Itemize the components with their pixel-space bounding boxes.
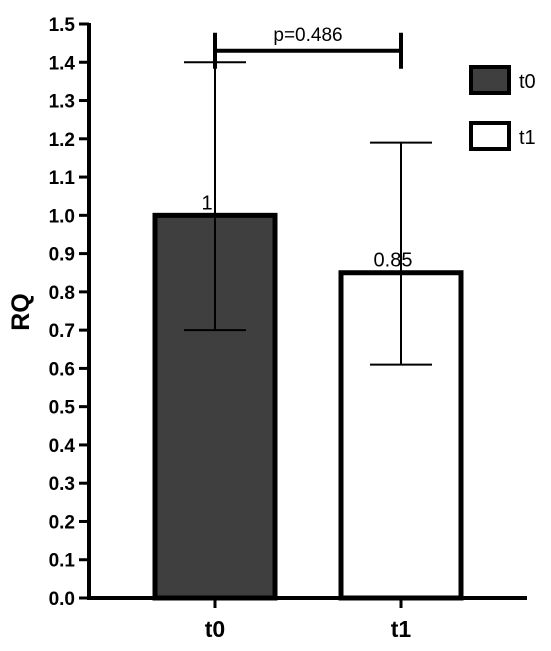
data-label-t1: 0.85 (374, 250, 413, 272)
x-tick-label-t1: t1 (391, 616, 412, 642)
legend-swatch-t1 (469, 121, 511, 151)
significance-annotation: p=0.486 (213, 25, 403, 69)
y-tick-label: 1.2 (49, 130, 75, 151)
legend-item-t1: t1 (469, 121, 536, 151)
y-tick-label: 0.7 (49, 321, 75, 342)
y-tick-label: 1.5 (49, 15, 76, 36)
y-tick-label: 0.5 (49, 398, 76, 419)
y-tick-label: 1.3 (49, 92, 75, 113)
legend-item-t0: t0 (469, 65, 536, 95)
y-tick-label: 0.0 (49, 589, 75, 610)
data-label-t0: 1 (201, 192, 212, 214)
bar-t1 (338, 270, 464, 601)
y-tick-label: 0.3 (49, 474, 75, 495)
y-tick-label: 1.0 (49, 206, 75, 227)
y-axis: 0.0 0.1 0.2 0.3 0.4 0.5 0.6 0.7 0.8 0.9 1.0 1.1 1.2 1… (49, 15, 91, 610)
y-tick-label: 0.6 (49, 359, 75, 380)
y-axis-label: RQ (7, 293, 35, 331)
y-tick-label: 0.9 (49, 245, 75, 266)
legend-swatch-t0 (469, 65, 511, 95)
bars (152, 212, 464, 601)
x-tick-label-t0: t0 (205, 616, 225, 642)
y-tick-label: 0.1 (49, 551, 76, 572)
legend: t0 t1 (469, 65, 536, 151)
y-tick-label: 0.8 (49, 283, 75, 304)
x-axis: t0 t1 (87, 596, 527, 642)
y-tick-label: 0.4 (49, 436, 76, 457)
legend-label-t0: t0 (519, 71, 536, 93)
y-tick-label: 1.1 (49, 168, 76, 189)
significance-bracket (213, 32, 403, 69)
data-labels: 10.85 (201, 192, 412, 271)
legend-label-t1: t1 (519, 127, 536, 149)
y-tick-label: 1.4 (49, 53, 76, 74)
error-bars (184, 61, 432, 366)
significance-label: p=0.486 (273, 25, 342, 46)
y-tick-label: 0.2 (49, 512, 75, 533)
